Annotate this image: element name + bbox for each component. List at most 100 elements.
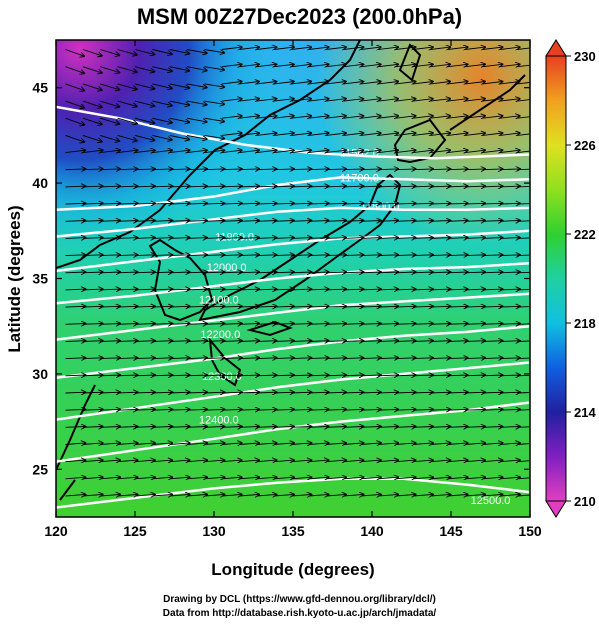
wind-arrow	[517, 254, 530, 257]
wind-arrow	[395, 47, 416, 49]
wind-arrow	[378, 494, 398, 496]
wind-arrow	[326, 82, 346, 84]
wind-arrow	[395, 238, 416, 239]
wind-arrow	[117, 289, 138, 290]
wind-arrow	[378, 392, 398, 393]
wind-arrow	[82, 375, 103, 376]
wind-arrow	[221, 47, 242, 49]
wind-arrow	[65, 83, 85, 91]
wind-arrow	[291, 116, 311, 118]
wind-arrow	[343, 221, 364, 222]
wind-arrow	[465, 133, 485, 135]
wind-arrow	[395, 116, 416, 118]
wind-arrow	[378, 221, 398, 222]
wind-arrow	[430, 116, 451, 118]
wind-arrow	[221, 494, 242, 496]
wind-arrow	[221, 358, 242, 359]
wind-arrow	[326, 133, 346, 135]
wind-arrow	[499, 289, 520, 290]
wind-arrow	[395, 203, 416, 204]
wind-arrow	[152, 203, 172, 204]
wind-arrow	[499, 443, 520, 445]
wind-arrow	[430, 99, 451, 101]
wind-arrow	[117, 494, 138, 496]
wind-arrow	[430, 494, 451, 496]
wind-arrow	[308, 203, 329, 204]
y-tick-label: 35	[32, 271, 48, 287]
wind-arrow	[187, 494, 207, 496]
wind-arrow	[378, 186, 398, 187]
x-tick-label: 145	[439, 523, 463, 539]
wind-arrow	[273, 133, 294, 135]
wind-arrow	[291, 324, 311, 325]
wind-arrow	[65, 358, 86, 359]
wind-arrow	[482, 255, 503, 256]
wind-arrow	[152, 117, 172, 123]
wind-arrow	[517, 477, 530, 480]
wind-arrow	[430, 306, 451, 307]
contour-line	[56, 206, 530, 238]
wind-arrow	[100, 306, 120, 307]
wind-arrow	[100, 169, 120, 170]
wind-arrow	[187, 255, 207, 256]
wind-arrow	[239, 460, 259, 462]
wind-arrow	[273, 82, 294, 84]
wind-arrow	[152, 443, 172, 445]
wind-arrow	[517, 323, 530, 325]
wind-arrow	[430, 255, 451, 256]
wind-arrow	[204, 272, 225, 273]
wind-arrow	[169, 494, 190, 496]
wind-arrow	[482, 494, 503, 496]
wind-arrow	[447, 238, 468, 239]
wind-arrow	[82, 117, 102, 124]
wind-arrow	[482, 392, 503, 393]
wind-arrow	[326, 392, 346, 393]
wind-arrow	[291, 150, 311, 152]
wind-arrow	[378, 409, 398, 410]
contour-line	[56, 324, 530, 379]
wind-arrow	[395, 392, 416, 393]
wind-arrow	[187, 306, 207, 307]
wind-arrow	[256, 238, 277, 239]
wind-arrow	[169, 66, 190, 71]
wind-arrow	[100, 272, 120, 273]
wind-arrow	[482, 186, 503, 187]
wind-arrow	[395, 358, 416, 359]
wind-arrow	[465, 150, 485, 152]
wind-arrow	[273, 443, 294, 445]
wind-arrow	[100, 238, 120, 239]
wind-arrow	[100, 49, 119, 56]
wind-arrow	[378, 477, 398, 479]
wind-arrow	[517, 168, 530, 171]
colorbar-tick-label: 222	[574, 227, 596, 242]
wind-arrow	[82, 100, 102, 107]
wind-arrow	[413, 494, 433, 496]
wind-arrow	[82, 392, 103, 393]
wind-arrow	[100, 186, 120, 187]
wind-arrow	[395, 82, 416, 84]
wind-arrow	[169, 150, 190, 152]
wind-arrow	[360, 99, 381, 101]
wind-arrow	[395, 99, 416, 101]
wind-arrow	[291, 169, 311, 170]
wind-arrow	[221, 255, 242, 256]
wind-arrow	[65, 375, 86, 376]
wind-arrow	[482, 150, 503, 152]
wind-arrow	[100, 117, 119, 124]
wind-arrow	[100, 494, 120, 496]
wind-arrow	[291, 238, 311, 239]
wind-arrow	[204, 150, 225, 152]
wind-arrow	[82, 255, 103, 256]
wind-arrow	[152, 272, 172, 273]
wind-arrow	[152, 409, 172, 410]
wind-arrow	[308, 341, 329, 342]
wind-arrow	[204, 341, 225, 342]
wind-arrow	[204, 494, 225, 496]
contour-label: 11562.0	[340, 148, 379, 160]
wind-arrow	[482, 375, 503, 376]
wind-arrow	[134, 460, 155, 462]
wind-arrow	[343, 409, 364, 410]
wind-arrow	[413, 460, 433, 462]
wind-arrow	[413, 409, 433, 410]
wind-arrow	[378, 358, 398, 359]
